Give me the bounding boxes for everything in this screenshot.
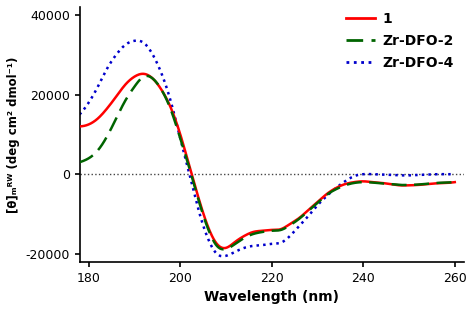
Zr-DFO-2 (301, 212, 307, 216)
Zr-DFO-2 (256, 231, 262, 234)
Zr-DFO-2 (259, 230, 264, 234)
1 (256, 229, 262, 233)
1 (77, 124, 82, 128)
1 (221, 246, 227, 250)
Zr-DFO-2 (452, 180, 457, 184)
Zr-DFO-2 (77, 160, 82, 164)
1 (259, 229, 264, 233)
Y-axis label: [θ]ₘᴿᵂ (deg cm² dmol⁻¹): [θ]ₘᴿᵂ (deg cm² dmol⁻¹) (7, 56, 20, 212)
Zr-DFO-4 (259, 243, 264, 247)
Zr-DFO-4 (301, 219, 307, 222)
Zr-DFO-2 (281, 227, 287, 230)
1 (452, 180, 457, 184)
X-axis label: Wavelength (nm): Wavelength (nm) (204, 290, 339, 304)
Zr-DFO-4 (386, 173, 392, 177)
Line: Zr-DFO-2: Zr-DFO-2 (80, 76, 455, 249)
Zr-DFO-4 (219, 254, 225, 258)
Zr-DFO-4 (256, 244, 262, 247)
Zr-DFO-2 (386, 182, 392, 186)
1 (386, 182, 392, 186)
1 (445, 181, 450, 185)
Zr-DFO-4 (445, 172, 450, 176)
Zr-DFO-2 (144, 74, 149, 78)
1 (140, 72, 146, 76)
Zr-DFO-2 (445, 181, 450, 184)
Legend: 1, Zr-DFO-2, Zr-DFO-4: 1, Zr-DFO-2, Zr-DFO-4 (342, 8, 457, 74)
1 (301, 212, 307, 216)
Zr-DFO-4 (281, 239, 287, 243)
Zr-DFO-2 (221, 248, 227, 251)
Line: Zr-DFO-4: Zr-DFO-4 (80, 41, 455, 256)
Zr-DFO-4 (77, 113, 82, 116)
Line: 1: 1 (80, 74, 455, 248)
1 (281, 226, 287, 230)
Zr-DFO-4 (452, 172, 457, 176)
Zr-DFO-4 (134, 39, 139, 43)
